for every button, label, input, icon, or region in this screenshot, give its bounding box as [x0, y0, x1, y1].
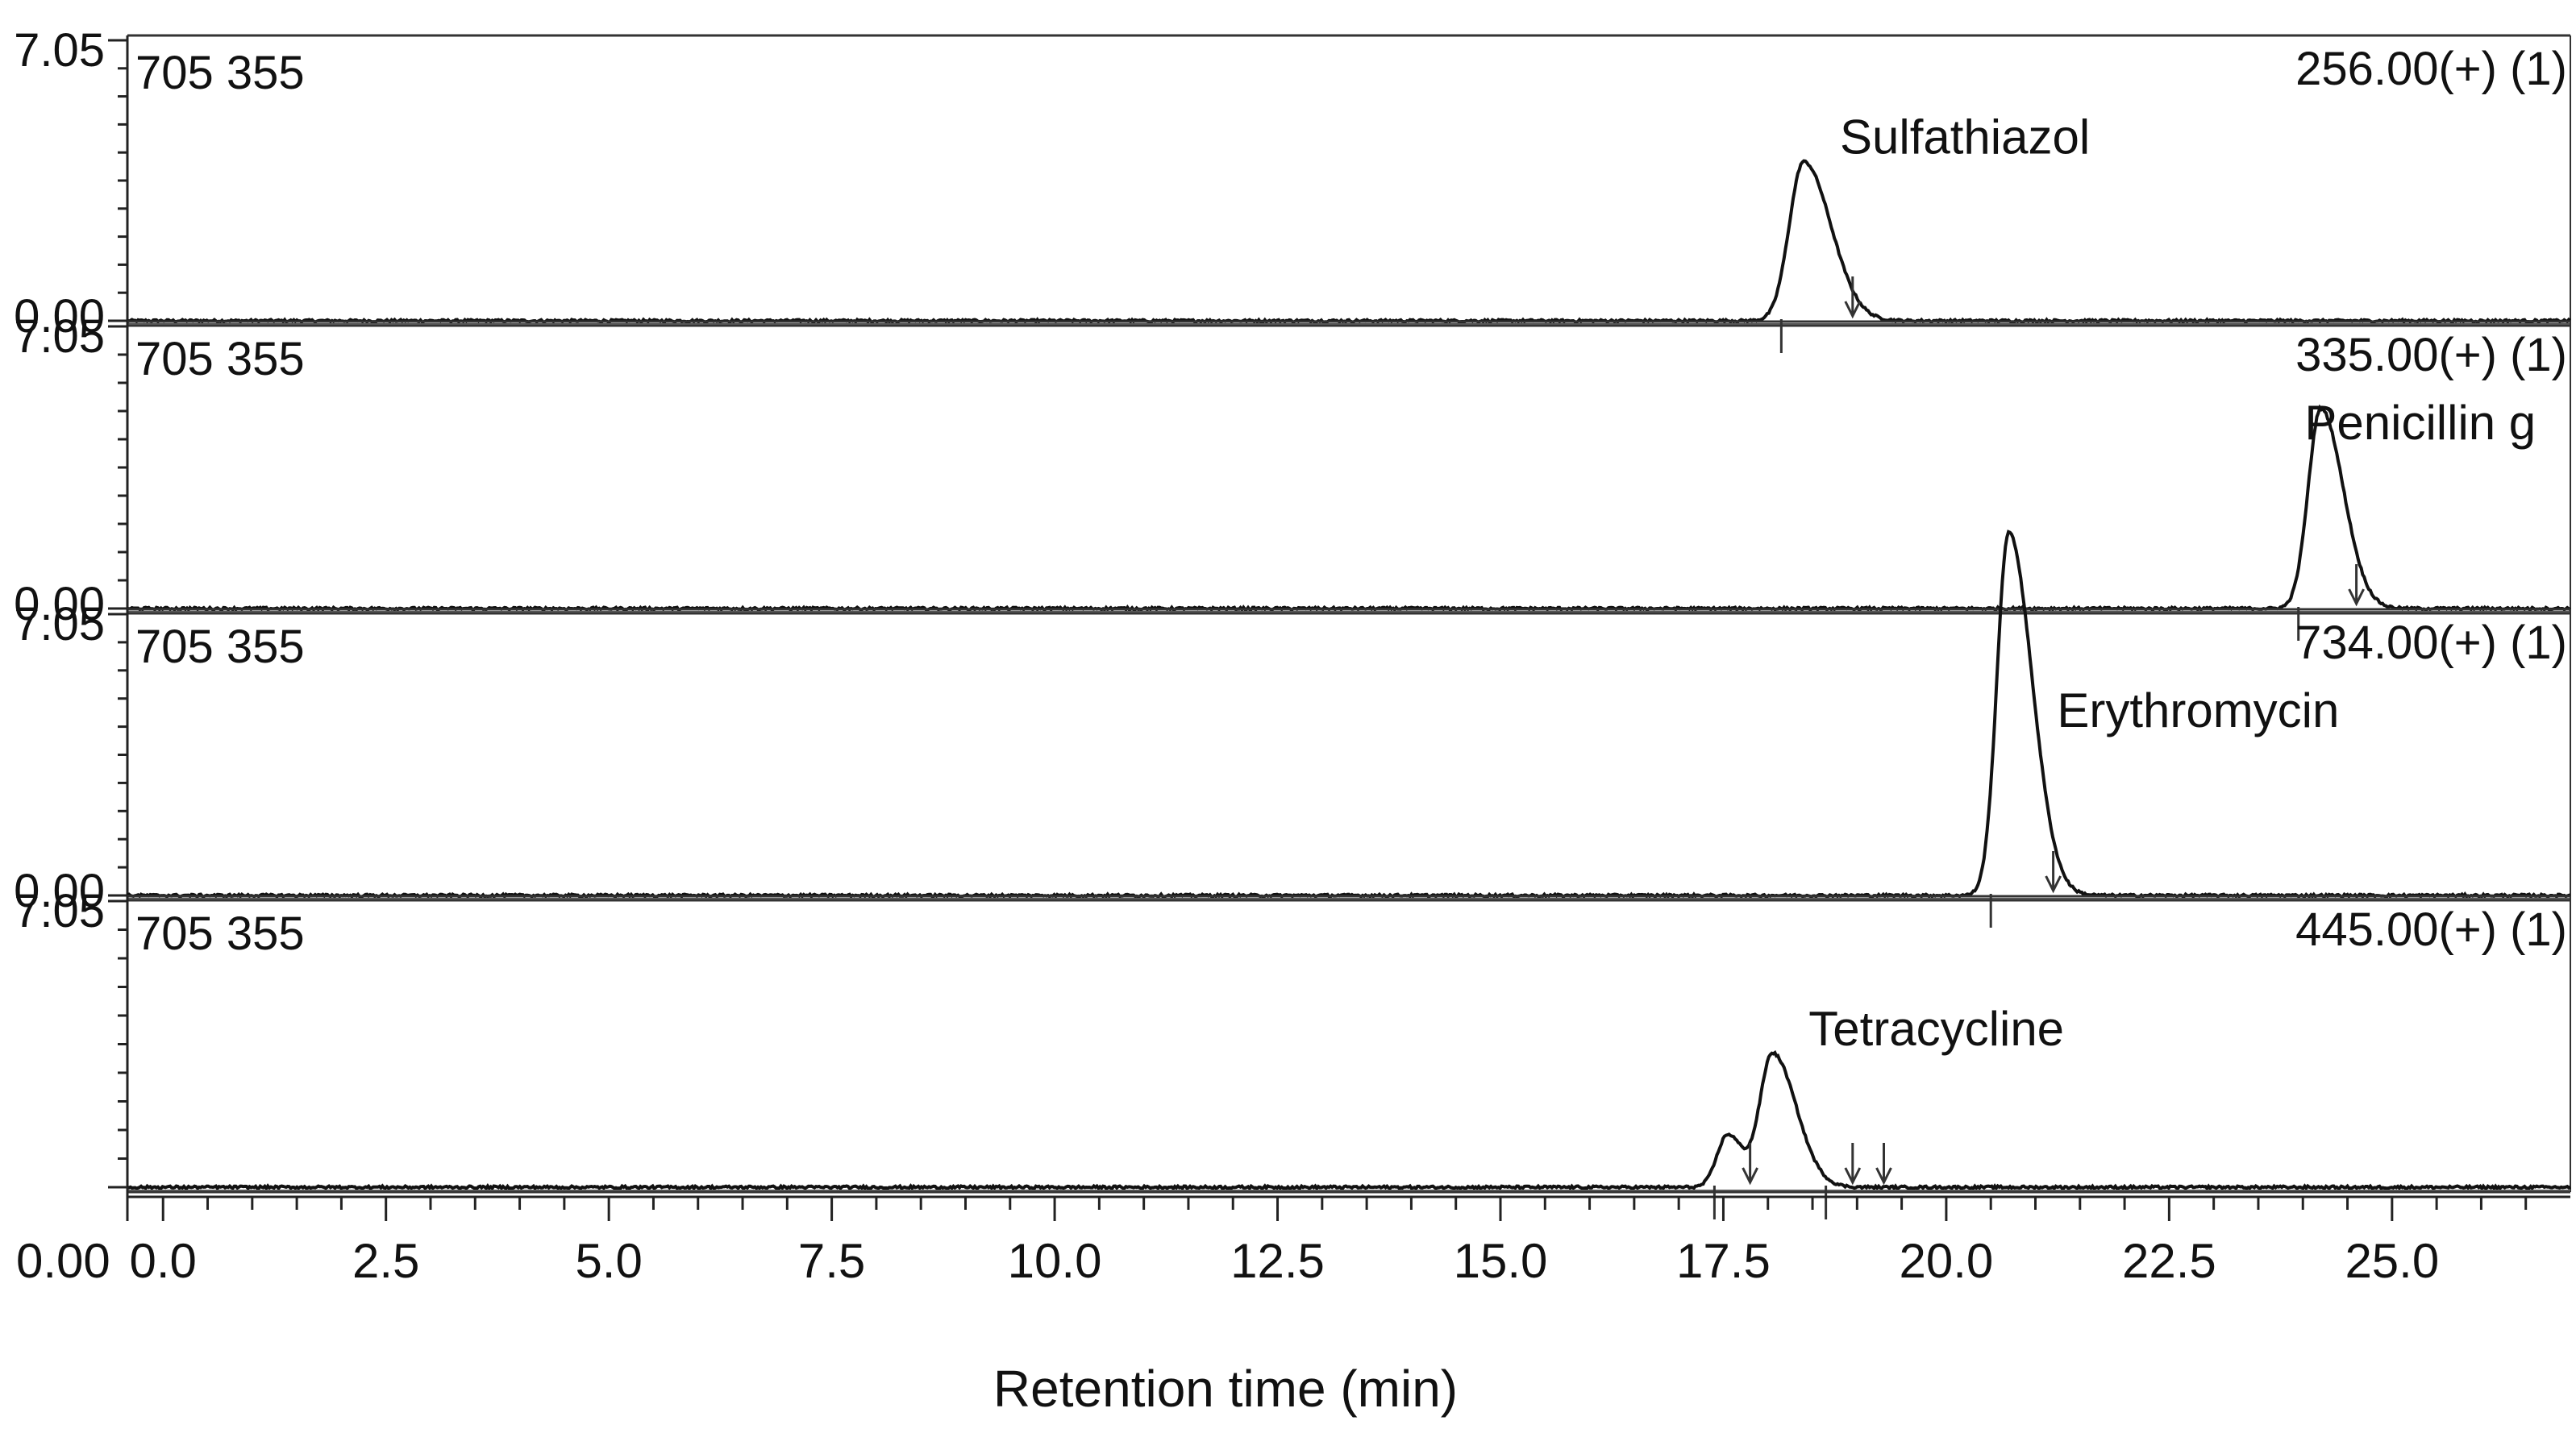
y-bottom-label: 0.00: [14, 578, 105, 630]
trace-line: [127, 1050, 2571, 1192]
integration-arrow: [1742, 1167, 1758, 1186]
x-tick-label: 17.5: [1676, 1234, 1771, 1288]
scale-label: 705 355: [135, 333, 305, 385]
x-tick-label: 25.0: [2345, 1234, 2439, 1288]
x-tick-label: 0.0: [130, 1234, 197, 1288]
x-tick-label: 7.5: [798, 1234, 865, 1288]
x-axis-title: Retention time (min): [993, 1360, 1458, 1418]
trace-line: [127, 404, 2572, 613]
channel-label: 256.00(+) (1): [2295, 43, 2567, 95]
x-tick-label: 12.5: [1230, 1234, 1325, 1288]
y-top-label: 7.05: [14, 24, 105, 77]
y-bottom-label: 0.00: [14, 290, 105, 343]
peak-label: Sulfathiazol: [1840, 110, 2090, 164]
trace-line: [126, 159, 2572, 325]
y-top-label: 7.05: [14, 885, 105, 937]
channel-label: 734.00(+) (1): [2295, 617, 2567, 669]
panel-1: 7.05 0.00 705 355 256.00(+) (1) Sulfathiazol: [14, 24, 2572, 353]
x-tick-label: 2.5: [352, 1234, 419, 1288]
x-tick-label: 5.0: [575, 1234, 642, 1288]
x-tick-label: 20.0: [1900, 1234, 1994, 1288]
channel-label: 335.00(+) (1): [2295, 329, 2567, 381]
x-axis-layer: 0.0 2.5 5.0 7.5 10.0 12.5 15.0 17.5 20.0 22.5 25.0…: [16, 1187, 2570, 1288]
integration-arrow: [1844, 301, 1862, 319]
x-origin-label: 0.00: [16, 1234, 110, 1288]
integration-arrow: [2348, 588, 2365, 607]
y-top-label: 7.05: [14, 310, 105, 363]
peak-label: Penicillin g: [2304, 396, 2536, 450]
integration-arrow: [2045, 875, 2062, 894]
integration-arrow: [1875, 1167, 1892, 1186]
integration-arrow: [1844, 1167, 1862, 1186]
peak-label: Tetracycline: [1808, 1002, 2064, 1056]
panel-4: 7.05 705 355 445.00(+) (1) Tetracycline: [14, 885, 2571, 1219]
peak-label: Erythromycin: [2057, 683, 2339, 737]
scale-label: 705 355: [135, 47, 305, 99]
x-tick-label: 10.0: [1008, 1234, 1102, 1288]
scale-label: 705 355: [135, 621, 305, 673]
x-tick-label: 15.0: [1454, 1234, 1548, 1288]
channel-label: 445.00(+) (1): [2295, 904, 2567, 956]
x-tick-label: 22.5: [2122, 1234, 2216, 1288]
scale-label: 705 355: [135, 908, 305, 960]
y-top-label: 7.05: [14, 598, 105, 650]
panel-2: 7.05 0.00 705 355 335.00(+) (1) Penicillin g: [14, 310, 2572, 641]
y-bottom-label: 0.00: [14, 865, 105, 917]
